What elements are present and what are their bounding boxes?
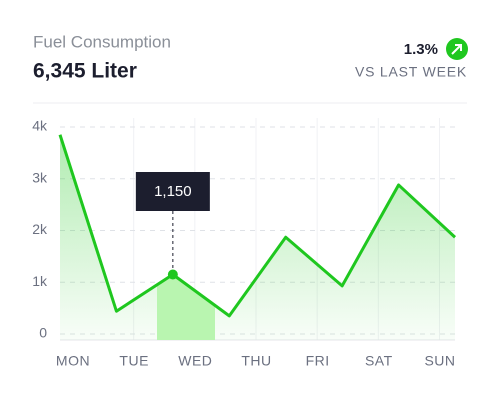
x-tick-label: FRI xyxy=(306,353,330,369)
y-tick-label: 1k xyxy=(32,273,48,289)
x-tick-label: MON xyxy=(56,353,90,369)
tooltip xyxy=(135,172,210,211)
title: Fuel Consumption xyxy=(33,32,171,51)
highlight xyxy=(157,274,215,340)
x-tick-label: SUN xyxy=(424,353,455,369)
point xyxy=(167,269,178,280)
x-tick-label: TUE xyxy=(119,353,149,369)
x-tick-label: WED xyxy=(178,353,212,369)
x-tick-label: THU xyxy=(241,353,271,369)
tooltip-label: 1,150 xyxy=(154,183,192,200)
x-tick-label: SAT xyxy=(365,353,393,369)
line xyxy=(58,134,457,318)
change: 1.3% xyxy=(404,41,438,58)
y-tick-label: 2k xyxy=(32,221,48,237)
arrow xyxy=(451,44,462,55)
y-tick-label: 0 xyxy=(39,325,47,341)
y-tick-label: 3k xyxy=(32,169,48,185)
change-label: VS LAST WEEK xyxy=(355,64,467,80)
subtitle: 6,345 Liter xyxy=(33,60,137,83)
y-tick-label: 4k xyxy=(32,118,48,134)
